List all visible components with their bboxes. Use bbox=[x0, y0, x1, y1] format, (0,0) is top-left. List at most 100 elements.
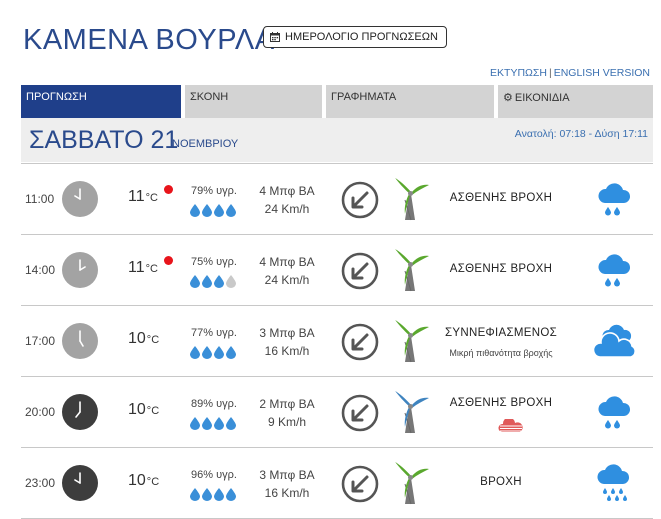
link-separator: | bbox=[548, 67, 552, 79]
weather-condition: ΣΥΝΝΕΦΙΑΣΜΕΝΟΣ bbox=[444, 327, 558, 339]
drop-icon bbox=[202, 346, 212, 364]
weather-condition: ΑΣΘΕΝΗΣ ΒΡΟΧΗ bbox=[449, 263, 553, 275]
humidity: 96% υγρ. bbox=[191, 469, 237, 481]
light-rain-icon bbox=[597, 252, 631, 295]
temperature-value: 10 bbox=[128, 401, 146, 418]
forecast-row: 11:00 11°C 79% υγρ. 4 Μπφ ΒΑ 24 Km/h ΑΣΘΕΝΗΣ … bbox=[21, 163, 653, 234]
wind-turbine-icon bbox=[391, 176, 431, 227]
temperature-unit: °C bbox=[145, 192, 158, 204]
forecast-time: 20:00 bbox=[25, 405, 56, 419]
temperature: 10°C bbox=[128, 472, 159, 490]
temperature-value: 10 bbox=[128, 472, 146, 489]
day-header: ΣΑΒΒΑΤΟ 21 ΝΟΕΜΒΡΙΟΥ Ανατολή: 07:18 - Δύ… bbox=[21, 118, 653, 162]
forecast-row: 17:00 10°C 77% υγρ. 3 Μπφ ΒΑ 16 Km/h ΣΥΝΝΕΦΙΑ… bbox=[21, 305, 653, 376]
wind-turbine-icon bbox=[391, 460, 431, 511]
red-haze-icon bbox=[498, 417, 524, 440]
temperature: 10°C bbox=[128, 330, 159, 348]
drop-icon bbox=[226, 275, 236, 293]
print-link[interactable]: ΕΚΤΥΠΩΣΗ bbox=[490, 67, 547, 79]
english-version-link[interactable]: ENGLISH VERSION bbox=[553, 67, 650, 79]
tab-dust[interactable]: ΣΚΟΝΗ bbox=[185, 85, 322, 118]
humidity: 79% υγρ. bbox=[191, 185, 237, 197]
wind-beaufort: 4 Μπφ ΒΑ bbox=[259, 255, 315, 269]
temperature-unit: °C bbox=[145, 263, 158, 275]
drop-icon bbox=[202, 488, 212, 506]
wind-speed: 16 Km/h bbox=[264, 486, 310, 500]
tab-forecast[interactable]: ΠΡΟΓΝΩΣΗ bbox=[21, 85, 181, 118]
wind-beaufort: 3 Μπφ ΒΑ bbox=[259, 468, 315, 482]
light-rain-icon bbox=[597, 394, 631, 437]
humidity: 89% υγρ. bbox=[191, 398, 237, 410]
humidity: 77% υγρ. bbox=[191, 327, 237, 339]
temperature-unit: °C bbox=[146, 405, 160, 417]
wind-beaufort: 4 Μπφ ΒΑ bbox=[259, 184, 315, 198]
calendar-button-label: ΗΜΕΡΟΛΟΓΙΟ ΠΡΟΓΝΩΣΕΩΝ bbox=[285, 31, 438, 43]
red-alert-dot-icon bbox=[164, 185, 173, 194]
drop-icon bbox=[190, 346, 200, 364]
wind-speed: 24 Km/h bbox=[264, 273, 310, 287]
wind-turbine-icon bbox=[391, 389, 431, 440]
temperature: 11°C bbox=[128, 188, 158, 206]
light-rain-icon bbox=[597, 181, 631, 224]
tab-charts[interactable]: ΓΡΑΦΗΜΑΤΑ bbox=[326, 85, 494, 118]
drop-icon bbox=[214, 417, 224, 435]
temperature-value: 11 bbox=[128, 259, 145, 276]
clock-icon bbox=[61, 393, 99, 436]
red-alert-dot-icon bbox=[164, 256, 173, 265]
wind-turbine-icon bbox=[391, 247, 431, 298]
drop-icon bbox=[226, 346, 236, 364]
drop-icon bbox=[202, 417, 212, 435]
forecast-time: 23:00 bbox=[25, 476, 56, 490]
forecast-row: 14:00 11°C 75% υγρ. 4 Μπφ ΒΑ 24 Km/h ΑΣΘΕΝΗΣ … bbox=[21, 234, 653, 305]
drop-icon bbox=[214, 488, 224, 506]
wind-speed: 16 Km/h bbox=[264, 344, 310, 358]
wind-speed: 9 Km/h bbox=[267, 415, 306, 429]
temperature: 10°C bbox=[128, 401, 159, 419]
clock-icon bbox=[61, 322, 99, 365]
humidity: 75% υγρ. bbox=[191, 256, 237, 268]
humidity-drops bbox=[190, 346, 236, 364]
weather-condition: ΑΣΘΕΝΗΣ ΒΡΟΧΗ bbox=[449, 397, 553, 409]
calendar-icon bbox=[270, 32, 280, 42]
clock-icon bbox=[61, 464, 99, 507]
humidity-drops bbox=[190, 417, 236, 435]
wind-direction-icon bbox=[341, 465, 379, 508]
temperature-unit: °C bbox=[146, 334, 160, 346]
drop-icon bbox=[214, 275, 224, 293]
drop-icon bbox=[202, 204, 212, 222]
tab-icons[interactable]: ⚙ ΕΙΚΟΝΙΔΙΑ bbox=[498, 85, 653, 118]
drop-icon bbox=[190, 204, 200, 222]
drop-icon bbox=[190, 417, 200, 435]
day-title: ΣΑΒΒΑΤΟ 21 bbox=[29, 126, 179, 154]
weather-condition: ΑΣΘΕΝΗΣ ΒΡΟΧΗ bbox=[449, 192, 553, 204]
wind-direction-icon bbox=[341, 323, 379, 366]
tab-dust-label: ΣΚΟΝΗ bbox=[190, 91, 229, 103]
humidity-drops bbox=[190, 488, 236, 506]
wind-direction-icon bbox=[341, 252, 379, 295]
temperature: 11°C bbox=[128, 259, 158, 277]
clock-icon bbox=[61, 180, 99, 223]
sunrise-sunset: Ανατολή: 07:18 - Δύση 17:11 bbox=[514, 128, 648, 140]
wind-speed: 24 Km/h bbox=[264, 202, 310, 216]
drop-icon bbox=[190, 488, 200, 506]
day-month: ΝΟΕΜΒΡΙΟΥ bbox=[172, 138, 239, 150]
drop-icon bbox=[214, 346, 224, 364]
forecast-time: 11:00 bbox=[25, 192, 55, 206]
forecast-time: 17:00 bbox=[25, 334, 56, 348]
drop-icon bbox=[226, 204, 236, 222]
wind-turbine-icon bbox=[391, 318, 431, 369]
temperature-value: 10 bbox=[128, 330, 146, 347]
clock-icon bbox=[61, 251, 99, 294]
forecast-time: 14:00 bbox=[25, 263, 56, 277]
forecast-calendar-button[interactable]: ΗΜΕΡΟΛΟΓΙΟ ΠΡΟΓΝΩΣΕΩΝ bbox=[263, 26, 447, 48]
tab-forecast-label: ΠΡΟΓΝΩΣΗ bbox=[26, 91, 87, 103]
drop-icon bbox=[226, 417, 236, 435]
tab-charts-label: ΓΡΑΦΗΜΑΤΑ bbox=[331, 91, 397, 103]
weather-condition: ΒΡΟΧΗ bbox=[480, 476, 522, 488]
wind-direction-icon bbox=[341, 181, 379, 224]
gear-icon: ⚙ bbox=[503, 92, 513, 104]
wind-direction-icon bbox=[341, 394, 379, 437]
tab-icons-label: ΕΙΚΟΝΙΔΙΑ bbox=[514, 92, 570, 104]
drop-icon bbox=[202, 275, 212, 293]
humidity-drops bbox=[190, 275, 236, 293]
